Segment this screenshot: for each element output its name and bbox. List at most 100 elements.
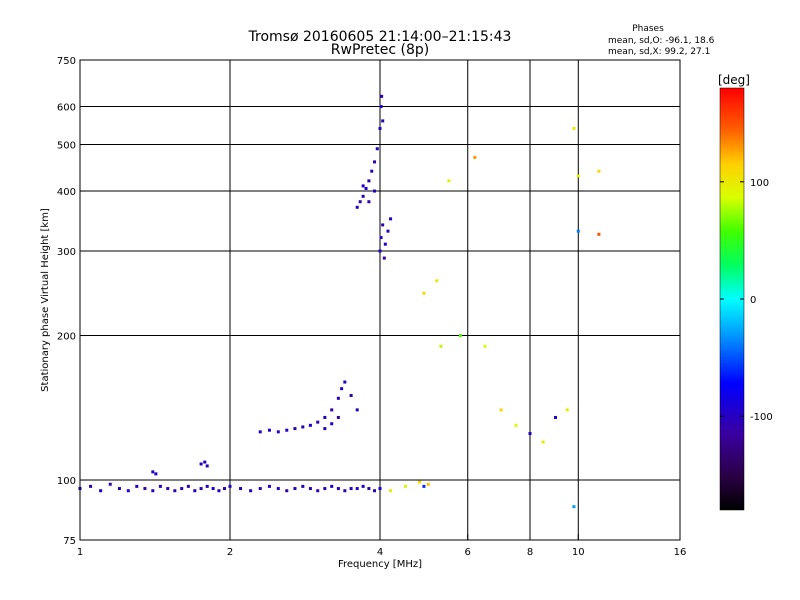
data-point <box>151 489 155 493</box>
data-point <box>364 186 368 190</box>
data-point <box>308 487 312 491</box>
data-point <box>426 482 430 486</box>
data-point <box>576 229 580 233</box>
data-point <box>447 179 451 183</box>
data-point <box>572 505 576 509</box>
data-point <box>435 279 439 283</box>
data-point <box>541 440 545 444</box>
colorbar-tick-label: 100 <box>750 178 769 189</box>
data-point <box>576 174 580 178</box>
data-point <box>316 489 320 493</box>
data-point <box>323 487 327 491</box>
data-point <box>355 205 359 209</box>
data-point <box>99 489 103 493</box>
x-tick-label: 8 <box>527 547 533 558</box>
data-point <box>285 428 289 432</box>
data-point <box>378 487 382 491</box>
colorbar-ticks: 100 0 -100 <box>720 178 773 423</box>
data-point <box>330 422 334 426</box>
data-point <box>293 487 297 491</box>
y-tick-label: 500 <box>57 141 76 152</box>
data-point <box>349 394 353 398</box>
data-point <box>143 487 147 491</box>
data-point <box>458 334 462 338</box>
data-point <box>382 256 386 260</box>
data-point <box>258 487 262 491</box>
data-point <box>173 489 177 493</box>
data-point <box>367 179 371 183</box>
data-point <box>373 189 377 193</box>
x-tick-label: 6 <box>465 547 471 558</box>
data-point <box>151 470 155 474</box>
axis-ticks: 1 2 4 6 8 10 16 75 100 200 300 400 500 600 750 <box>57 56 686 558</box>
y-tick-label: 750 <box>57 56 76 67</box>
data-point <box>422 291 426 295</box>
colorbar-label: [deg] <box>718 73 750 87</box>
data-point <box>316 420 320 424</box>
x-axis-label: Frequency [MHz] <box>338 559 422 570</box>
data-point <box>367 200 371 204</box>
data-point <box>355 487 359 491</box>
data-point <box>117 487 121 491</box>
data-point <box>386 229 390 233</box>
x-tick-label: 2 <box>227 547 233 558</box>
data-point <box>199 462 203 466</box>
data-point <box>361 184 365 188</box>
data-point <box>323 415 327 419</box>
data-point <box>373 160 377 164</box>
data-point <box>379 236 383 240</box>
colorbar-tick-label: 0 <box>750 295 756 306</box>
data-point <box>323 427 327 431</box>
data-point <box>180 487 184 491</box>
data-point <box>301 425 305 429</box>
y-tick-label: 400 <box>57 187 76 198</box>
data-point <box>330 408 334 412</box>
data-point <box>499 408 503 412</box>
data-point <box>336 487 340 491</box>
data-point <box>217 489 221 493</box>
data-point <box>597 232 601 236</box>
data-point <box>358 200 362 204</box>
colorbar-tick-label: -100 <box>750 412 773 423</box>
data-point <box>375 147 379 151</box>
data-point <box>249 489 253 493</box>
phases-box-title: Phases <box>632 24 664 34</box>
data-point <box>211 487 215 491</box>
data-point <box>378 126 382 130</box>
x-tick-label: 4 <box>377 547 383 558</box>
data-point <box>228 484 232 488</box>
data-point <box>597 169 601 173</box>
data-point <box>483 344 487 348</box>
phases-line-x: mean, sd,X: 99.2, 27.1 <box>608 47 710 57</box>
data-point <box>361 194 365 198</box>
data-point <box>205 484 209 488</box>
data-point <box>126 489 130 493</box>
data-point <box>308 423 312 427</box>
data-point <box>205 464 209 468</box>
data-point <box>349 487 353 491</box>
data-point <box>367 487 371 491</box>
data-point <box>572 126 576 130</box>
data-point <box>553 415 557 419</box>
data-point <box>135 484 139 488</box>
data-points <box>78 94 601 509</box>
data-point <box>370 169 374 173</box>
data-point <box>355 408 359 412</box>
y-tick-label: 75 <box>63 536 76 547</box>
grid-lines <box>80 60 680 540</box>
data-point <box>378 249 382 253</box>
data-point <box>381 119 385 123</box>
data-point <box>285 489 289 493</box>
phases-line-o: mean, sd,O: -96.1, 18.6 <box>608 36 715 46</box>
data-point <box>301 484 305 488</box>
data-point <box>258 430 262 434</box>
data-point <box>373 489 377 493</box>
data-point <box>158 484 162 488</box>
y-axis-label: Stationary phase Virtual Height [km] <box>40 208 51 392</box>
data-point <box>154 472 158 476</box>
data-point <box>276 487 280 491</box>
data-point <box>336 396 340 400</box>
data-point <box>379 105 383 109</box>
data-point <box>340 387 344 391</box>
